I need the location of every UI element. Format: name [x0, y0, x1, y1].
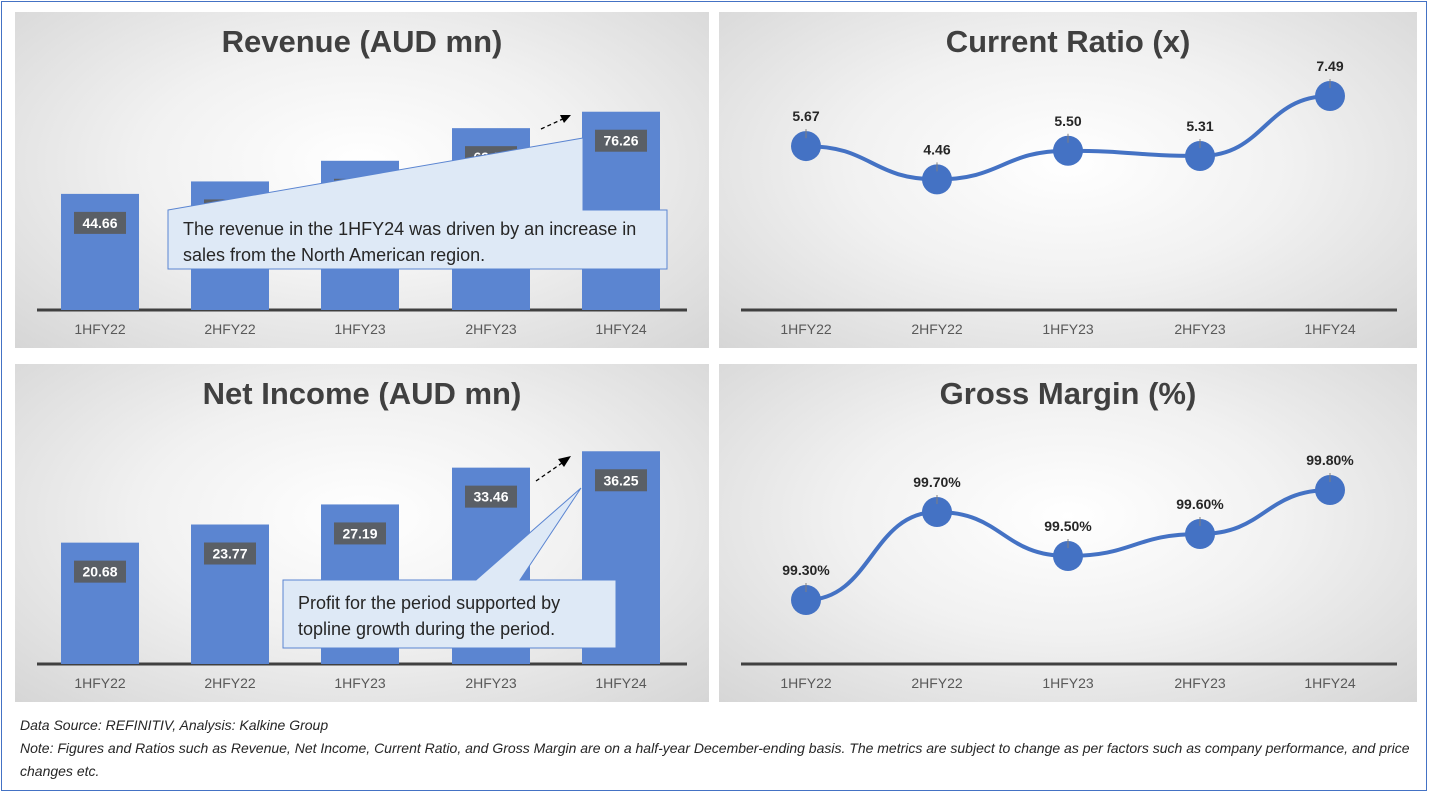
- gross-margin-data-point: [1315, 475, 1345, 505]
- revenue-chart-svg: 44.661HFY2249.452HFY2257.391HFY2369.942H…: [37, 111, 687, 337]
- gross-margin-data-label: 99.50%: [1044, 518, 1092, 534]
- current-ratio-data-point: [1315, 81, 1345, 112]
- revenue-data-label-box: [595, 129, 647, 152]
- net-income-chart-svg: 20.68 1HFY22 23.77 2HFY22 27.19 1HFY23 33.46 2H…: [37, 451, 687, 691]
- gross-margin-data-label: 99.80%: [1306, 452, 1354, 468]
- note-text: Note: Figures and Ratios such as Revenue…: [20, 740, 1410, 779]
- gross-margin-data-point: [922, 497, 952, 527]
- current-ratio-data-label: 7.49: [1316, 58, 1343, 74]
- revenue-x-tick-label: 2HFY22: [204, 321, 256, 337]
- net-income-x-tick-label: 1HFY23: [334, 675, 386, 691]
- revenue-chart-panel: 44.661HFY2249.452HFY2257.391HFY2369.942H…: [15, 12, 709, 348]
- net-income-data-label: 27.19: [342, 525, 377, 541]
- revenue-data-label: 76.26: [603, 133, 638, 149]
- current-ratio-x-tick-label: 1HFY22: [780, 321, 832, 337]
- gross-margin-x-tick-label: 2HFY23: [1174, 675, 1226, 691]
- net-income-data-label-box: [74, 560, 126, 583]
- current-ratio-x-tick-label: 2HFY23: [1174, 321, 1226, 337]
- net-income-x-tick-label: 1HFY24: [595, 675, 647, 691]
- current-ratio-chart-svg: 5.67 1HFY22 4.46 2HFY22 5.50 1HFY23 5.31 2HFY23…: [741, 58, 1397, 337]
- revenue-growth-arrowhead: [560, 115, 571, 123]
- net-income-data-label-box: [595, 469, 647, 492]
- net-income-data-label-box: [334, 522, 386, 545]
- gross-margin-chart-svg: 99.30% 1HFY22 99.70% 2HFY22 99.50% 1HFY23 99.6…: [741, 452, 1397, 691]
- gross-margin-x-tick-label: 1HFY23: [1042, 675, 1094, 691]
- gross-margin-data-point: [791, 585, 821, 615]
- net-income-x-tick-label: 2HFY22: [204, 675, 256, 691]
- gross-margin-data-point: [1053, 541, 1083, 571]
- data-source-text: Data Source: REFINITIV, Analysis: Kalkin…: [20, 717, 329, 733]
- gross-margin-data-label: 99.70%: [913, 474, 961, 490]
- revenue-chart-title: Revenue (AUD mn): [221, 24, 503, 59]
- current-ratio-x-tick-label: 2HFY22: [911, 321, 963, 337]
- revenue-x-tick-label: 1HFY22: [74, 321, 126, 337]
- current-ratio-chart-panel: 5.67 1HFY22 4.46 2HFY22 5.50 1HFY23 5.31 2HFY23…: [719, 12, 1417, 348]
- net-income-data-label: 23.77: [212, 546, 247, 562]
- net-income-callout-text: Profit for the period supported by topli…: [298, 593, 561, 639]
- net-income-data-label: 20.68: [82, 564, 117, 580]
- gross-margin-x-tick-label: 1HFY22: [780, 675, 832, 691]
- net-income-growth-arrowhead: [558, 456, 571, 467]
- net-income-chart-panel: 20.68 1HFY22 23.77 2HFY22 27.19 1HFY23 33.46 2H…: [15, 364, 709, 702]
- current-ratio-x-tick-label: 1HFY23: [1042, 321, 1094, 337]
- gross-margin-x-tick-label: 1HFY24: [1304, 675, 1356, 691]
- current-ratio-data-point: [1053, 135, 1083, 166]
- gross-margin-data-point: [1185, 519, 1215, 549]
- current-ratio-data-label: 5.31: [1186, 118, 1213, 134]
- revenue-data-label: 44.66: [82, 215, 117, 231]
- current-ratio-x-tick-label: 1HFY24: [1304, 321, 1356, 337]
- revenue-data-label-box: [74, 211, 126, 234]
- net-income-x-tick-label: 1HFY22: [74, 675, 126, 691]
- net-income-x-tick-label: 2HFY23: [465, 675, 517, 691]
- net-income-chart-title: Net Income (AUD mn): [202, 376, 522, 411]
- current-ratio-data-label: 5.50: [1054, 113, 1081, 129]
- net-income-callout-box: [282, 487, 617, 649]
- revenue-x-tick-label: 1HFY24: [595, 321, 647, 337]
- net-income-growth-arrow: [535, 462, 563, 482]
- current-ratio-data-point: [791, 131, 821, 162]
- net-income-data-label-box: [204, 542, 256, 565]
- current-ratio-data-label: 5.67: [792, 108, 819, 124]
- current-ratio-data-label: 4.46: [923, 141, 950, 157]
- revenue-growth-arrow: [540, 117, 566, 130]
- net-income-data-label: 36.25: [603, 472, 638, 488]
- revenue-bar: [61, 193, 139, 310]
- revenue-x-tick-label: 2HFY23: [465, 321, 517, 337]
- current-ratio-chart-title: Current Ratio (x): [945, 24, 1191, 59]
- gross-margin-x-tick-label: 2HFY22: [911, 675, 963, 691]
- gross-margin-data-label: 99.60%: [1176, 496, 1224, 512]
- gross-margin-chart-panel: 99.30% 1HFY22 99.70% 2HFY22 99.50% 1HFY23 99.6…: [719, 364, 1417, 702]
- current-ratio-data-point: [1185, 140, 1215, 171]
- gross-margin-data-label: 99.30%: [782, 562, 830, 578]
- revenue-callout-text: The revenue in the 1HFY24 was driven by …: [183, 219, 637, 265]
- net-income-data-label: 33.46: [473, 489, 508, 505]
- revenue-callout-box: [167, 137, 668, 270]
- gross-margin-chart-title: Gross Margin (%): [939, 376, 1197, 411]
- footer-notes: Data Source: REFINITIV, Analysis: Kalkin…: [20, 714, 1410, 783]
- revenue-x-tick-label: 1HFY23: [334, 321, 386, 337]
- net-income-data-label-box: [465, 485, 517, 508]
- current-ratio-data-point: [922, 164, 952, 195]
